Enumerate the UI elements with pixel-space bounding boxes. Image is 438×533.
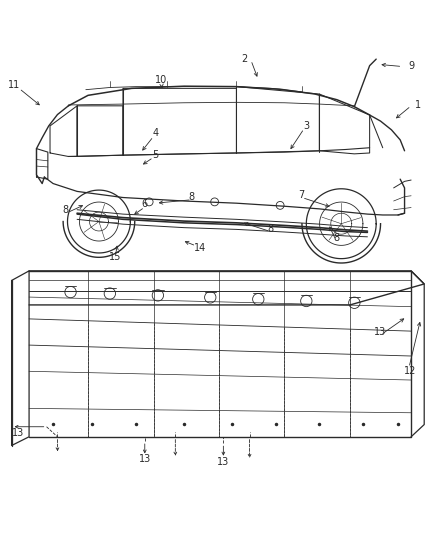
- Text: 15: 15: [110, 252, 122, 262]
- Text: 11: 11: [8, 80, 20, 90]
- Text: 4: 4: [152, 128, 159, 139]
- Text: 7: 7: [298, 190, 304, 200]
- Text: 13: 13: [217, 457, 230, 467]
- Text: 5: 5: [152, 150, 159, 160]
- Text: 6: 6: [142, 199, 148, 209]
- Text: 12: 12: [404, 366, 417, 376]
- Text: 13: 13: [12, 429, 24, 438]
- Text: 10: 10: [155, 75, 167, 85]
- Text: 9: 9: [408, 61, 414, 71]
- Text: 8: 8: [189, 192, 195, 201]
- Text: 8: 8: [62, 205, 68, 215]
- Text: 14: 14: [194, 243, 206, 253]
- Text: 1: 1: [415, 100, 421, 110]
- Text: 3: 3: [303, 121, 309, 131]
- Text: 13: 13: [374, 327, 387, 337]
- Text: 2: 2: [241, 54, 247, 64]
- Text: 8: 8: [268, 223, 274, 233]
- Text: 8: 8: [333, 233, 339, 243]
- Text: 13: 13: [139, 455, 151, 464]
